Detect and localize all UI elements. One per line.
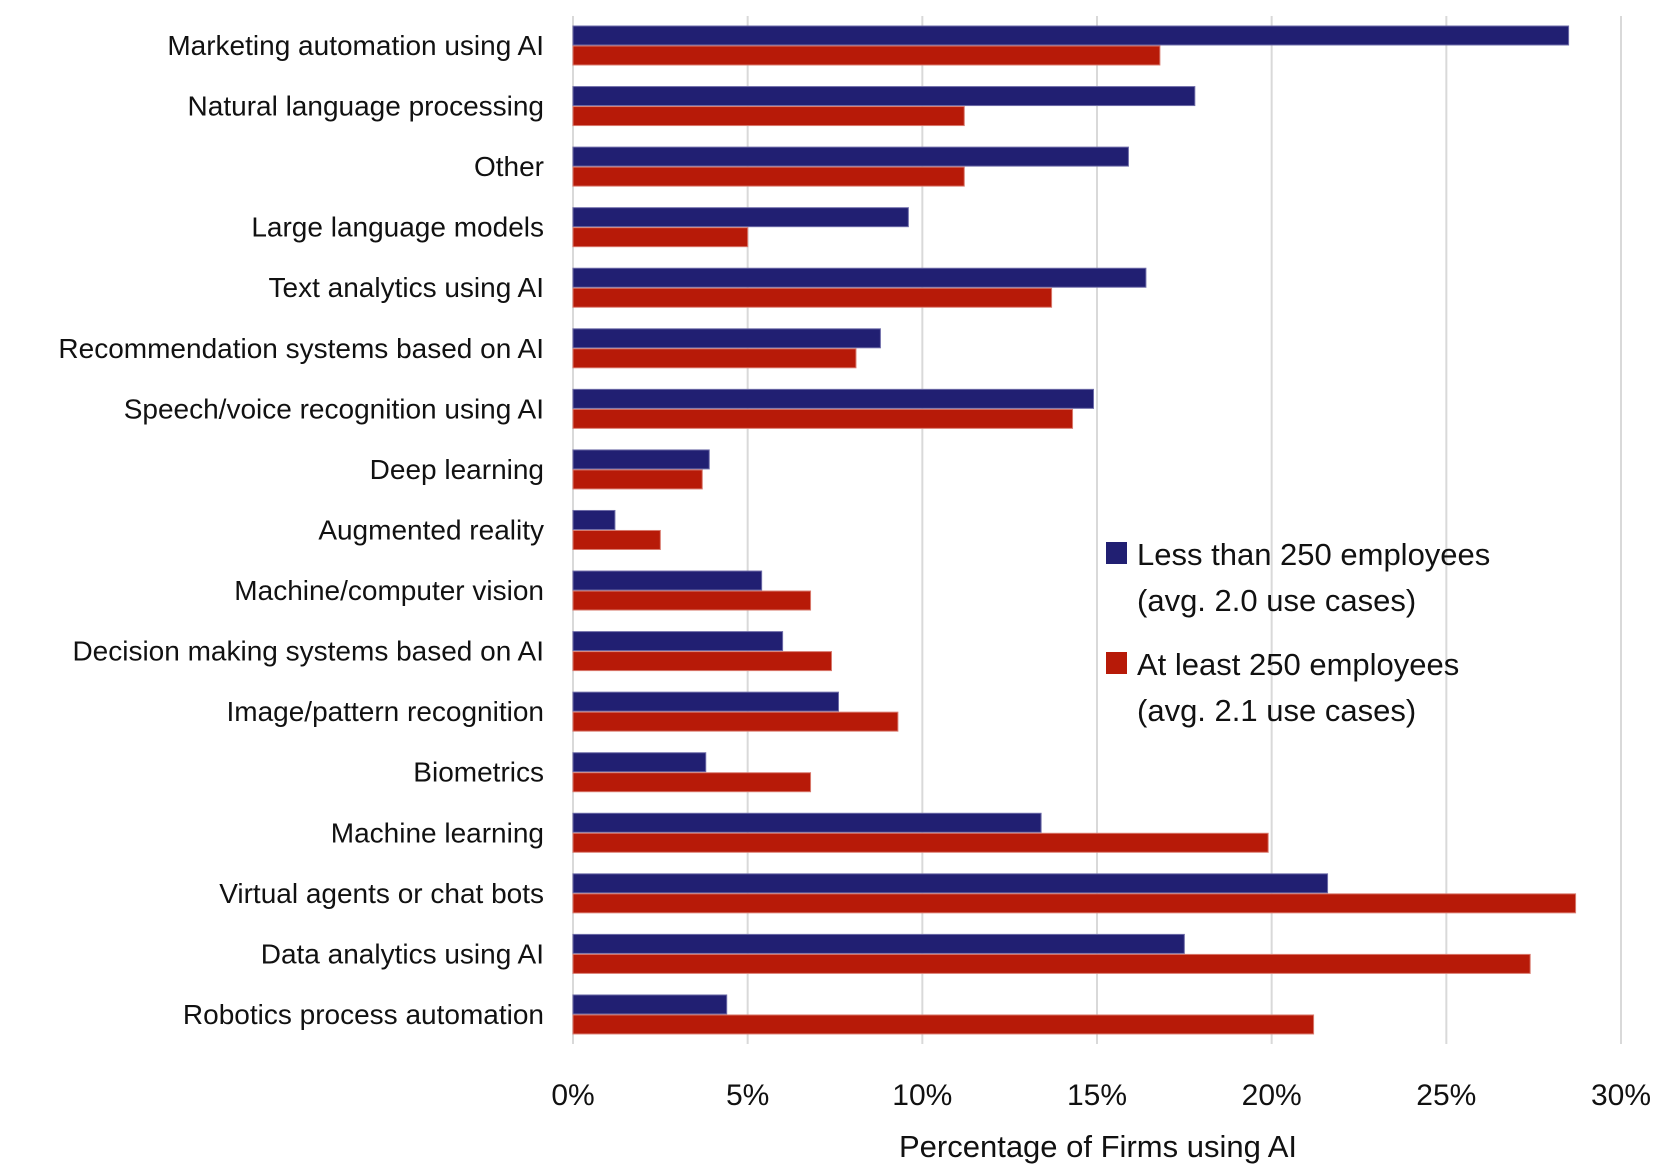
bar-robotics-process-automation-small-firms: [572, 994, 728, 1015]
x-tick-label: 25%: [1416, 1079, 1476, 1112]
category-label-recommendation-systems-based-on-ai: Recommendation systems based on AI: [58, 333, 544, 364]
bar-speech-voice-recognition-using-ai-large-firms: [572, 408, 1074, 429]
category-label-virtual-agents-or-chat-bots: Virtual agents or chat bots: [219, 878, 544, 909]
legend: Less than 250 employees (avg. 2.0 use ca…: [1106, 537, 1490, 728]
bar-decision-making-systems-based-on-ai-small-firms: [572, 631, 784, 652]
category-label-speech-voice-recognition-using-ai: Speech/voice recognition using AI: [124, 393, 544, 424]
bar-other-small-firms: [572, 146, 1129, 167]
category-label-other: Other: [474, 151, 544, 182]
category-label-biometrics: Biometrics: [413, 757, 544, 788]
bar-recommendation-systems-based-on-ai-large-firms: [572, 348, 857, 369]
category-label-data-analytics-using-ai: Data analytics using AI: [261, 938, 544, 969]
category-label-image-pattern-recognition: Image/pattern recognition: [226, 696, 544, 727]
legend-sublabel-large-firms: (avg. 2.1 use cases): [1137, 693, 1416, 728]
bar-virtual-agents-or-chat-bots-small-firms: [572, 873, 1329, 894]
category-label-machine-computer-vision: Machine/computer vision: [234, 575, 544, 606]
bar-recommendation-systems-based-on-ai-small-firms: [572, 328, 881, 349]
bar-marketing-automation-using-ai-large-firms: [572, 45, 1161, 66]
category-label-natural-language-processing: Natural language processing: [188, 91, 544, 122]
x-tick-label: 30%: [1591, 1079, 1651, 1112]
legend-swatch-small-firms: [1106, 542, 1127, 564]
category-label-deep-learning: Deep learning: [370, 454, 544, 485]
bar-marketing-automation-using-ai-small-firms: [572, 25, 1570, 46]
category-label-augmented-reality: Augmented reality: [318, 514, 544, 545]
legend-label-small-firms: Less than 250 employees: [1137, 537, 1490, 572]
bar-machine-learning-small-firms: [572, 812, 1042, 833]
bar-machine-computer-vision-small-firms: [572, 570, 763, 591]
bar-large-language-models-small-firms: [572, 207, 909, 228]
bar-decision-making-systems-based-on-ai-large-firms: [572, 651, 833, 672]
category-label-marketing-automation-using-ai: Marketing automation using AI: [167, 30, 544, 61]
bar-text-analytics-using-ai-large-firms: [572, 287, 1053, 308]
legend-sublabel-small-firms: (avg. 2.0 use cases): [1137, 583, 1416, 618]
x-axis-ticks: 0% 5% 10% 15% 20% 25% 30%: [551, 1079, 1651, 1112]
category-label-text-analytics-using-ai: Text analytics using AI: [269, 272, 544, 303]
bar-image-pattern-recognition-small-firms: [572, 691, 839, 712]
bar-text-analytics-using-ai-small-firms: [572, 267, 1147, 288]
legend-swatch-large-firms: [1106, 652, 1127, 674]
bar-machine-computer-vision-large-firms: [572, 590, 812, 611]
legend-item-small-firms: Less than 250 employees (avg. 2.0 use ca…: [1106, 537, 1490, 618]
legend-label-large-firms: At least 250 employees: [1137, 647, 1459, 682]
bars: [572, 25, 1577, 1035]
bar-robotics-process-automation-large-firms: [572, 1014, 1315, 1035]
bar-data-analytics-using-ai-large-firms: [572, 953, 1531, 974]
bar-large-language-models-large-firms: [572, 227, 749, 248]
bar-machine-learning-large-firms: [572, 832, 1269, 853]
bar-speech-voice-recognition-using-ai-small-firms: [572, 388, 1095, 409]
category-label-decision-making-systems-based-on-ai: Decision making systems based on AI: [72, 636, 544, 667]
category-label-large-language-models: Large language models: [251, 212, 544, 243]
category-labels: Marketing automation using AI Natural lan…: [58, 30, 544, 1030]
bar-augmented-reality-small-firms: [572, 509, 616, 530]
x-tick-label: 20%: [1242, 1079, 1302, 1112]
bar-other-large-firms: [572, 166, 965, 187]
bar-virtual-agents-or-chat-bots-large-firms: [572, 893, 1577, 914]
bar-deep-learning-large-firms: [572, 469, 703, 490]
x-tick-label: 0%: [551, 1079, 594, 1112]
bar-augmented-reality-large-firms: [572, 529, 661, 550]
bar-natural-language-processing-small-firms: [572, 86, 1196, 107]
bar-image-pattern-recognition-large-firms: [572, 711, 899, 732]
x-tick-label: 10%: [892, 1079, 952, 1112]
x-tick-label: 15%: [1067, 1079, 1127, 1112]
bar-data-analytics-using-ai-small-firms: [572, 933, 1185, 954]
bar-biometrics-small-firms: [572, 752, 707, 773]
x-axis-title: Percentage of Firms using AI: [899, 1129, 1297, 1164]
x-tick-label: 5%: [726, 1079, 769, 1112]
legend-item-large-firms: At least 250 employees (avg. 2.1 use cas…: [1106, 647, 1459, 728]
category-label-machine-learning: Machine learning: [331, 817, 544, 848]
bar-natural-language-processing-large-firms: [572, 106, 965, 127]
bar-deep-learning-small-firms: [572, 449, 710, 470]
bar-biometrics-large-firms: [572, 772, 812, 793]
category-label-robotics-process-automation: Robotics process automation: [183, 999, 544, 1030]
gridlines: [572, 16, 1622, 1044]
